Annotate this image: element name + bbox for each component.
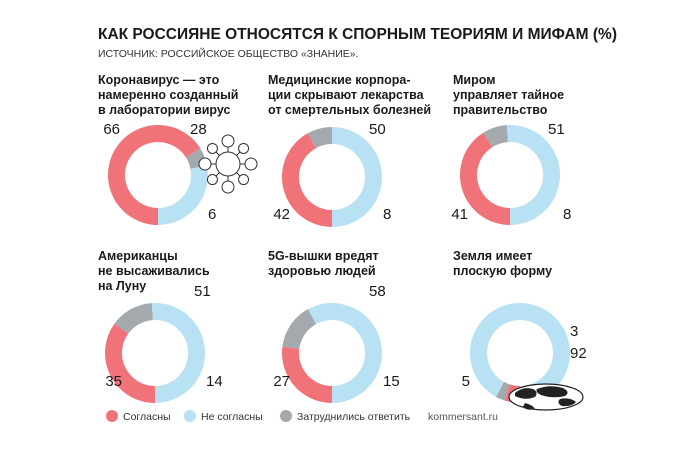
legend-swatch bbox=[106, 410, 118, 422]
legend-label: Согласны bbox=[123, 411, 171, 423]
panel-title-line: ции скрывают лекарства bbox=[268, 88, 425, 102]
panel-title: 5G-вышки вредят здоровью людей bbox=[268, 249, 379, 278]
panel-title: Коронавирус — это намеренно созданный в ла… bbox=[98, 73, 238, 117]
value-label: 3 bbox=[570, 323, 578, 340]
chart-subtitle: ИСТОЧНИК: РОССИЙСКОЕ ОБЩЕСТВО «ЗНАНИЕ». bbox=[98, 47, 359, 60]
chart-title: КАК РОССИЯНЕ ОТНОСЯТСЯ К СПОРНЫМ ТЕОРИЯМ… bbox=[98, 26, 617, 43]
donut-panel: Американцы не высаживались на Луну 35 51 14 bbox=[98, 249, 223, 404]
panel-title-line: от смертельных болезней bbox=[268, 103, 431, 117]
value-label: 15 bbox=[383, 373, 400, 390]
panel-title-line: Американцы bbox=[98, 249, 178, 263]
value-label: 8 bbox=[383, 206, 391, 223]
legend-swatch bbox=[280, 410, 292, 422]
donut-slice-disagree bbox=[469, 302, 570, 403]
donut-panel: Земля имеет плоскую форму 5 3 92 bbox=[453, 249, 587, 411]
value-label: 28 bbox=[190, 121, 207, 138]
donut-panels: Коронавирус — это намеренно созданный в ла… bbox=[98, 73, 587, 411]
donut-slice-disagree bbox=[506, 125, 561, 225]
panel-title-line: не высаживались bbox=[98, 264, 210, 278]
donut-slice-undecided bbox=[307, 126, 332, 149]
globe-icon bbox=[508, 383, 584, 411]
panel-title: Миром управляет тайное правительство bbox=[453, 73, 564, 117]
legend-swatch bbox=[184, 410, 196, 422]
panel-title-line: намеренно созданный bbox=[98, 88, 238, 102]
virus-icon bbox=[198, 134, 258, 194]
source-label: kommersant.ru bbox=[428, 411, 498, 423]
panel-title-line: Земля имеет bbox=[453, 249, 532, 263]
legend-item: Согласны bbox=[106, 410, 171, 423]
legend-label: Затруднились ответить bbox=[297, 411, 411, 423]
value-label: 42 bbox=[273, 206, 290, 223]
donut-slice-disagree bbox=[151, 303, 206, 404]
value-label: 92 bbox=[570, 345, 587, 362]
donut-slice-undecided bbox=[495, 381, 510, 401]
panel-title-line: плоскую форму bbox=[453, 264, 552, 278]
value-label: 41 bbox=[451, 206, 468, 223]
panel-title-line: 5G-вышки вредят bbox=[268, 249, 379, 263]
panel-title-line: Коронавирус — это bbox=[98, 73, 220, 87]
donut-panel: Миром управляет тайное правительство 41 51 8 bbox=[451, 73, 571, 225]
legend-label: Не согласны bbox=[201, 411, 263, 423]
donut-slice-undecided bbox=[282, 309, 317, 349]
donut-slice-disagree bbox=[332, 127, 382, 227]
value-label: 8 bbox=[563, 206, 571, 223]
donut-panel: 5G-вышки вредят здоровью людей 27 58 15 bbox=[268, 249, 400, 403]
donut-slice-agree bbox=[281, 346, 332, 403]
value-label: 50 bbox=[369, 121, 386, 138]
panel-title-line: в лаборатории вирус bbox=[98, 103, 231, 117]
donut-slice-undecided bbox=[114, 303, 153, 334]
donut-slice-agree bbox=[108, 125, 201, 225]
legend-item: Затруднились ответить bbox=[280, 410, 411, 423]
value-label: 5 bbox=[462, 373, 470, 390]
legend-item: Не согласны bbox=[184, 410, 263, 423]
donut-slice-undecided bbox=[483, 125, 508, 148]
value-label: 58 bbox=[369, 283, 386, 300]
value-label: 66 bbox=[103, 121, 120, 138]
panel-title-line: Миром bbox=[453, 73, 495, 87]
value-label: 27 bbox=[273, 373, 290, 390]
value-label: 6 bbox=[208, 206, 216, 223]
donut-slice-disagree bbox=[307, 302, 382, 403]
panel-title-line: на Луну bbox=[98, 279, 146, 293]
panel-title: Американцы не высаживались на Луну bbox=[98, 249, 210, 293]
panel-title-line: Медицинские корпора- bbox=[268, 73, 411, 87]
value-label: 35 bbox=[105, 373, 122, 390]
panel-title-line: правительство bbox=[453, 103, 548, 117]
panel-title: Медицинские корпора-ции скрывают лекарст… bbox=[268, 73, 431, 117]
value-label: 51 bbox=[548, 121, 565, 138]
donut-panel: Медицинские корпора-ции скрывают лекарст… bbox=[268, 73, 431, 227]
value-label: 14 bbox=[206, 373, 223, 390]
panel-title-line: здоровью людей bbox=[268, 264, 376, 278]
value-label: 51 bbox=[194, 283, 211, 300]
donut-slice-agree bbox=[105, 323, 155, 403]
donut-panel: Коронавирус — это намеренно созданный в ла… bbox=[98, 73, 258, 225]
donut-slice-agree bbox=[281, 133, 332, 227]
donut-slice-agree bbox=[459, 132, 510, 225]
panel-title-line: управляет тайное bbox=[453, 88, 564, 102]
donut-slice-disagree bbox=[158, 165, 208, 225]
legend: Согласны Не согласны Затруднились ответить bbox=[106, 410, 411, 423]
panel-title: Земля имеет плоскую форму bbox=[453, 249, 552, 278]
